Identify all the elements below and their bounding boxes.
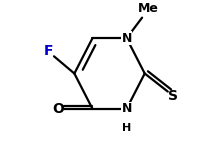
Text: Me: Me bbox=[138, 2, 158, 15]
Text: N: N bbox=[121, 102, 131, 115]
Text: F: F bbox=[43, 44, 53, 59]
Text: S: S bbox=[167, 88, 177, 103]
Text: N: N bbox=[121, 32, 131, 45]
Text: O: O bbox=[52, 102, 64, 116]
Text: H: H bbox=[121, 123, 131, 133]
